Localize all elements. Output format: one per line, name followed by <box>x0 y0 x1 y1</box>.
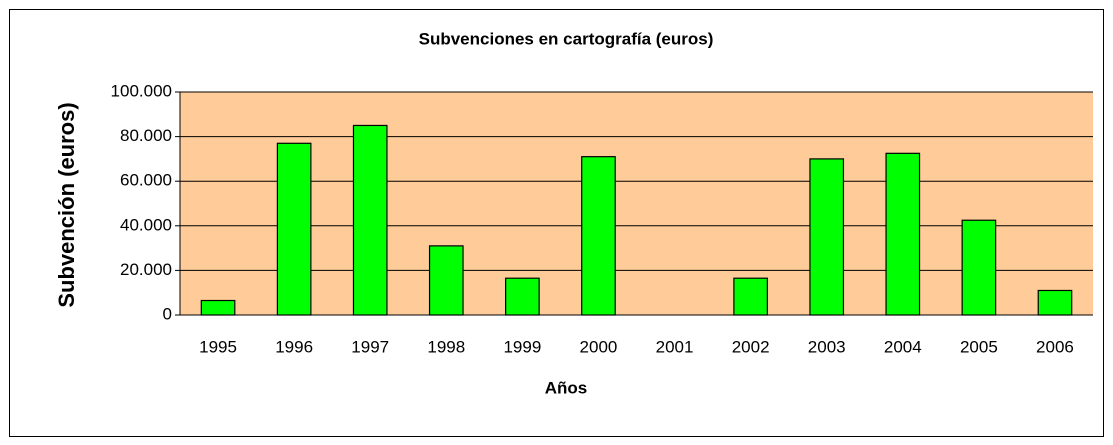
bar <box>428 245 464 316</box>
bar <box>809 158 845 316</box>
x-tick-label: 1999 <box>503 337 541 356</box>
bar <box>200 299 236 316</box>
chart-title: Subvenciones en cartografía (euros) <box>419 29 714 48</box>
x-tick-label: 1996 <box>275 337 313 356</box>
bar <box>1037 289 1073 316</box>
x-tick-label: 1995 <box>199 337 237 356</box>
plot-area <box>180 92 1093 315</box>
x-tick-label: 2005 <box>960 337 998 356</box>
bar <box>276 142 312 316</box>
y-tick-label: 60.000 <box>120 171 172 190</box>
x-tick-label: 2001 <box>656 337 694 356</box>
bar <box>581 156 616 316</box>
bar <box>885 152 921 316</box>
x-tick-label: 2000 <box>580 337 618 356</box>
y-tick-label: 20.000 <box>120 260 172 279</box>
y-axis-title: Subvención (euros) <box>54 102 79 307</box>
y-tick-label: 40.000 <box>120 215 172 234</box>
x-tick-label: 2002 <box>732 337 770 356</box>
x-tick-label: 2003 <box>808 337 846 356</box>
x-axis-title: Años <box>545 378 588 397</box>
x-tick-label: 2004 <box>884 337 922 356</box>
y-tick-label: 100.000 <box>111 81 172 100</box>
bar <box>352 124 388 316</box>
bar <box>961 219 997 316</box>
y-tick-label: 80.000 <box>120 126 172 145</box>
bar <box>733 277 768 316</box>
x-tick-label: 1998 <box>427 337 465 356</box>
x-tick-label: 2006 <box>1036 337 1074 356</box>
bar <box>505 277 540 316</box>
y-tick-label: 0 <box>163 304 172 323</box>
x-tick-label: 1997 <box>351 337 389 356</box>
